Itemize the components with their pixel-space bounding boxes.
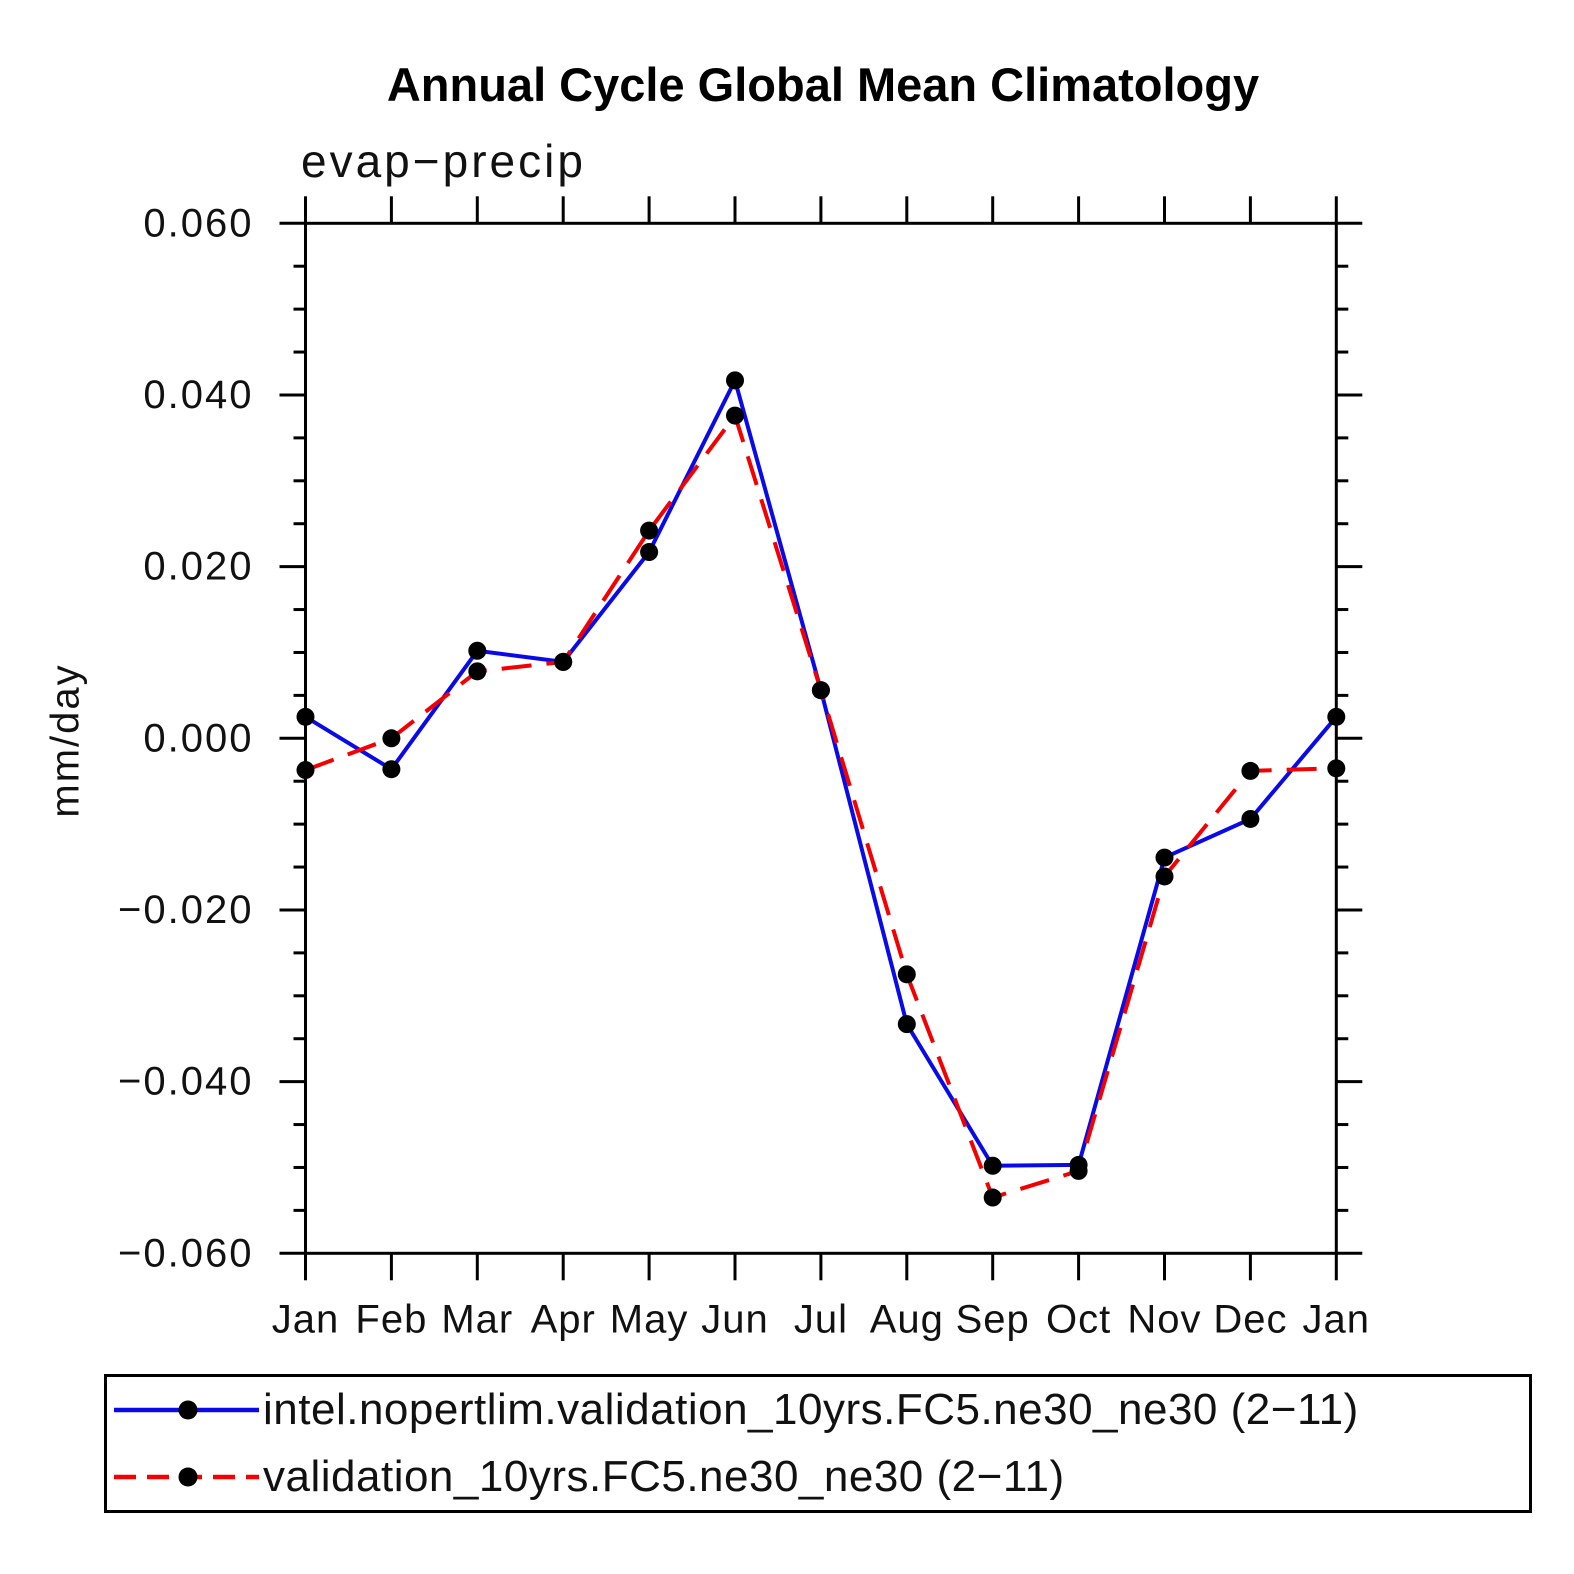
x-tick-label: Nov: [1127, 1297, 1201, 1341]
data-point-marker: [468, 662, 487, 681]
x-tick-label: Jan: [1303, 1297, 1371, 1341]
x-tick-label: Sep: [956, 1297, 1030, 1341]
data-point-marker: [296, 707, 315, 726]
data-point-marker: [1155, 867, 1174, 886]
data-point-marker: [640, 543, 659, 562]
legend-sample-dashed-line: [114, 1467, 259, 1487]
plot-area: 0.060 0.040 0.020 0.000 −0.020 −0.040 −0.060 Ja…: [118, 196, 1371, 1341]
legend: intel.nopertlim.validation_10yrs.FC5.ne3…: [104, 1374, 1532, 1513]
y-tick-label: 0.040: [143, 373, 253, 417]
legend-label-1: intel.nopertlim.validation_10yrs.FC5.ne3…: [263, 1385, 1359, 1435]
data-point-marker: [1241, 809, 1260, 828]
x-tick-label: Mar: [441, 1297, 513, 1341]
chart-title: Annual Cycle Global Mean Climatology: [386, 58, 1260, 111]
y-tick-label: −0.060: [118, 1231, 253, 1275]
x-tick-label: Jun: [701, 1297, 769, 1341]
legend-entry-2: validation_10yrs.FC5.ne30_ne30 (2−11): [107, 1446, 1529, 1508]
data-point-marker: [1069, 1161, 1088, 1180]
x-tick-label: Aug: [870, 1297, 944, 1341]
x-tick-label: Jan: [272, 1297, 340, 1341]
data-point-marker: [554, 652, 573, 671]
x-tick-label: Feb: [355, 1297, 427, 1341]
data-point-marker: [296, 761, 315, 780]
data-point-marker: [983, 1156, 1002, 1175]
series-line-red: [304, 411, 1337, 1200]
data-point-marker: [468, 641, 487, 660]
plot-frame: [304, 221, 1338, 1255]
data-point-marker: [1155, 848, 1174, 867]
data-point-marker: [1327, 759, 1346, 778]
y-tick-label: 0.060: [143, 201, 253, 245]
legend-label-2: validation_10yrs.FC5.ne30_ne30 (2−11): [263, 1451, 1065, 1501]
x-tick-label: Jul: [794, 1297, 848, 1341]
data-point-marker: [640, 521, 659, 540]
series-line-blue: [304, 374, 1338, 1168]
data-point-marker: [382, 760, 401, 779]
data-point-marker: [726, 406, 744, 425]
data-point-marker: [897, 965, 916, 984]
y-tick-label: 0.000: [143, 716, 253, 760]
x-tick-label: May: [610, 1297, 689, 1341]
legend-sample-solid-line: [114, 1400, 259, 1420]
data-point-marker: [382, 729, 401, 748]
y-tick-label: −0.020: [118, 888, 253, 932]
chart-subtitle: evap−precip: [301, 135, 586, 187]
legend-marker-dot: [178, 1400, 198, 1420]
data-point-marker: [811, 681, 830, 700]
y-tick-label: 0.020: [143, 545, 253, 589]
x-tick-label: Apr: [531, 1297, 596, 1341]
data-point-marker: [983, 1188, 1002, 1207]
legend-entry-1: intel.nopertlim.validation_10yrs.FC5.ne3…: [107, 1379, 1529, 1441]
legend-marker-dot: [178, 1467, 198, 1487]
data-point-marker: [1241, 761, 1260, 780]
data-point-marker: [1327, 707, 1346, 726]
x-tick-label: Oct: [1046, 1297, 1111, 1341]
y-tick-label: −0.040: [118, 1060, 253, 1104]
data-point-marker: [726, 371, 744, 390]
data-point-marker: [897, 1015, 916, 1034]
x-tick-label: Dec: [1213, 1297, 1287, 1341]
